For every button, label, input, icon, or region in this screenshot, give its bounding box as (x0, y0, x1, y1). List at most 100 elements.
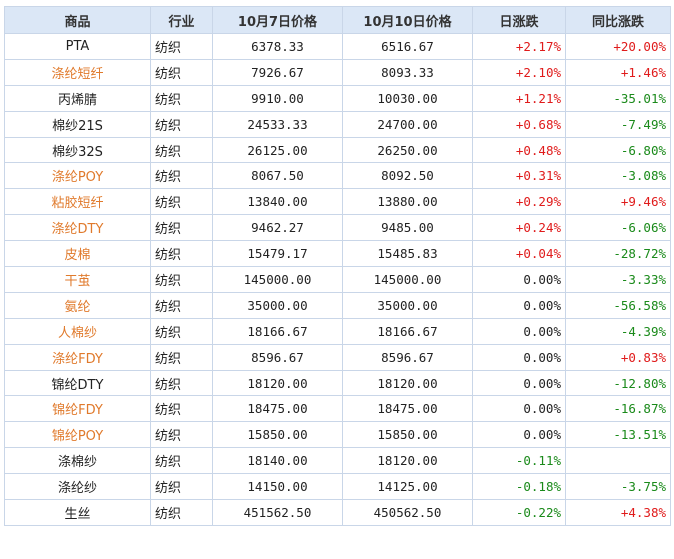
price-oct10-cell: 450562.50 (342, 499, 473, 526)
price-oct10-cell: 8093.33 (342, 58, 473, 86)
daily-change-cell: 0.00% (472, 369, 566, 397)
commodity-name-cell[interactable]: 涤纶POY (4, 162, 151, 190)
table-row: 锦纶FDY 纺织 18475.00 18475.00 0.00% -16.87% (4, 395, 671, 423)
price-oct10-cell: 15850.00 (342, 421, 473, 449)
commodity-name-cell[interactable]: 涤纶FDY (4, 343, 151, 371)
yoy-change-cell: -12.80% (565, 369, 671, 397)
commodity-name-cell[interactable]: 皮棉 (4, 240, 151, 268)
daily-change-cell: 0.00% (472, 291, 566, 319)
industry-cell: 纺织 (150, 317, 213, 345)
price-oct7-cell: 145000.00 (212, 266, 343, 293)
commodity-name-cell[interactable]: 氨纶 (4, 291, 151, 319)
price-oct10-cell: 14125.00 (342, 473, 473, 501)
table-row: 粘胶短纤 纺织 13840.00 13880.00 +0.29% +9.46% (4, 188, 671, 216)
yoy-change-cell: +20.00% (565, 33, 671, 60)
industry-cell: 纺织 (150, 84, 213, 112)
yoy-change-cell: +0.83% (565, 343, 671, 371)
price-oct7-cell: 14150.00 (212, 473, 343, 501)
price-oct10-cell: 26250.00 (342, 136, 473, 164)
commodity-name-cell[interactable]: 锦纶FDY (4, 395, 151, 423)
commodity-name-cell: 生丝 (4, 499, 151, 526)
daily-change-cell: -0.11% (472, 447, 566, 475)
table-row: 涤棉纱 纺织 18140.00 18120.00 -0.11% (4, 447, 671, 475)
industry-cell: 纺织 (150, 395, 213, 423)
commodity-name-cell[interactable]: 涤纶DTY (4, 214, 151, 242)
daily-change-cell: 0.00% (472, 317, 566, 345)
yoy-change-cell: -6.06% (565, 214, 671, 242)
daily-change-cell: +2.17% (472, 33, 566, 60)
daily-change-cell: 0.00% (472, 343, 566, 371)
yoy-change-cell: -56.58% (565, 291, 671, 319)
industry-cell: 纺织 (150, 499, 213, 526)
industry-cell: 纺织 (150, 369, 213, 397)
table-header: 商品 行业 10月7日价格 10月10日价格 日涨跌 同比涨跌 (4, 6, 671, 34)
industry-cell: 纺织 (150, 162, 213, 190)
daily-change-cell: +1.21% (472, 84, 566, 112)
industry-cell: 纺织 (150, 214, 213, 242)
industry-cell: 纺织 (150, 188, 213, 216)
commodity-name-cell[interactable]: 粘胶短纤 (4, 188, 151, 216)
table-row: 涤纶POY 纺织 8067.50 8092.50 +0.31% -3.08% (4, 162, 671, 190)
table-row: 涤纶纱 纺织 14150.00 14125.00 -0.18% -3.75% (4, 473, 671, 501)
price-oct7-cell: 6378.33 (212, 33, 343, 60)
commodity-name-cell[interactable]: 涤纶短纤 (4, 58, 151, 86)
yoy-change-cell: -3.75% (565, 473, 671, 501)
commodity-name-cell: 棉纱21S (4, 110, 151, 138)
price-oct7-cell: 24533.33 (212, 110, 343, 138)
price-table: 商品 行业 10月7日价格 10月10日价格 日涨跌 同比涨跌 PTA 纺织 637… (4, 6, 671, 526)
yoy-change-cell: +4.38% (565, 499, 671, 526)
price-oct7-cell: 8596.67 (212, 343, 343, 371)
industry-cell: 纺织 (150, 343, 213, 371)
column-header-price-oct7: 10月7日价格 (212, 6, 343, 34)
price-oct7-cell: 9462.27 (212, 214, 343, 242)
table-body: PTA 纺织 6378.33 6516.67 +2.17% +20.00% 涤纶短纤 纺织 79… (4, 33, 671, 526)
daily-change-cell: +0.31% (472, 162, 566, 190)
daily-change-cell: +2.10% (472, 58, 566, 86)
commodity-name-cell[interactable]: 锦纶POY (4, 421, 151, 449)
table-row: 皮棉 纺织 15479.17 15485.83 +0.04% -28.72% (4, 240, 671, 268)
price-oct7-cell: 7926.67 (212, 58, 343, 86)
commodity-name-cell: 锦纶DTY (4, 369, 151, 397)
commodity-name-cell: PTA (4, 33, 151, 60)
column-header-industry: 行业 (150, 6, 213, 34)
price-oct10-cell: 9485.00 (342, 214, 473, 242)
price-oct7-cell: 18140.00 (212, 447, 343, 475)
industry-cell: 纺织 (150, 110, 213, 138)
price-oct10-cell: 18120.00 (342, 447, 473, 475)
commodity-name-cell[interactable]: 干茧 (4, 266, 151, 293)
industry-cell: 纺织 (150, 447, 213, 475)
daily-change-cell: +0.04% (472, 240, 566, 268)
industry-cell: 纺织 (150, 473, 213, 501)
price-oct7-cell: 18166.67 (212, 317, 343, 345)
yoy-change-cell: -16.87% (565, 395, 671, 423)
price-oct7-cell: 35000.00 (212, 291, 343, 319)
price-oct7-cell: 451562.50 (212, 499, 343, 526)
commodity-name-cell[interactable]: 人棉纱 (4, 317, 151, 345)
price-oct10-cell: 18120.00 (342, 369, 473, 397)
table-row: 锦纶DTY 纺织 18120.00 18120.00 0.00% -12.80% (4, 369, 671, 397)
yoy-change-cell (565, 447, 671, 475)
price-oct10-cell: 6516.67 (342, 33, 473, 60)
price-oct10-cell: 35000.00 (342, 291, 473, 319)
price-oct7-cell: 15479.17 (212, 240, 343, 268)
price-oct10-cell: 18166.67 (342, 317, 473, 345)
daily-change-cell: +0.29% (472, 188, 566, 216)
price-oct7-cell: 9910.00 (212, 84, 343, 112)
industry-cell: 纺织 (150, 421, 213, 449)
table-row: 干茧 纺织 145000.00 145000.00 0.00% -3.33% (4, 266, 671, 293)
industry-cell: 纺织 (150, 58, 213, 86)
yoy-change-cell: -35.01% (565, 84, 671, 112)
header-row: 商品 行业 10月7日价格 10月10日价格 日涨跌 同比涨跌 (4, 6, 671, 34)
table-row: 人棉纱 纺织 18166.67 18166.67 0.00% -4.39% (4, 317, 671, 345)
commodity-name-cell: 涤纶纱 (4, 473, 151, 501)
daily-change-cell: -0.22% (472, 499, 566, 526)
price-oct10-cell: 145000.00 (342, 266, 473, 293)
price-oct7-cell: 26125.00 (212, 136, 343, 164)
daily-change-cell: +0.48% (472, 136, 566, 164)
price-oct10-cell: 10030.00 (342, 84, 473, 112)
price-oct10-cell: 24700.00 (342, 110, 473, 138)
price-oct7-cell: 18475.00 (212, 395, 343, 423)
commodity-name-cell: 涤棉纱 (4, 447, 151, 475)
price-oct7-cell: 15850.00 (212, 421, 343, 449)
industry-cell: 纺织 (150, 240, 213, 268)
